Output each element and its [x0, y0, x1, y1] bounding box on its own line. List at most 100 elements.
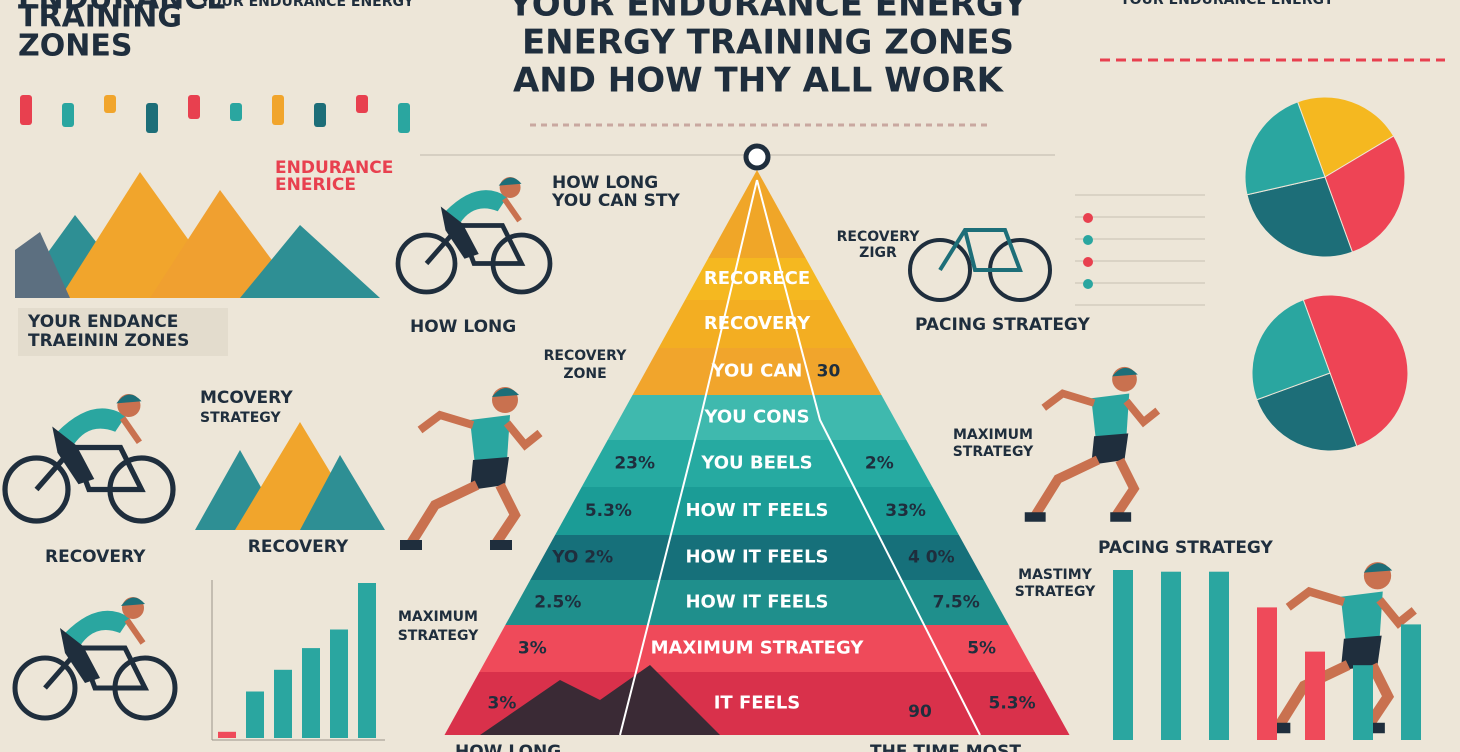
- icon: [398, 103, 410, 133]
- torso: [1340, 591, 1383, 644]
- pyramid-label: YOU BEELS: [700, 453, 812, 474]
- leg: [1273, 660, 1351, 731]
- pyramid-layer: [581, 440, 933, 487]
- pyramid-layer: [607, 395, 907, 440]
- pie-slice: [1296, 96, 1395, 178]
- top-left-title: TRAINING: [18, 0, 182, 35]
- label: RECOVERY: [544, 348, 628, 364]
- label: MAXIMUM: [953, 427, 1033, 443]
- pyramid-left-value: 5.3%: [585, 501, 632, 521]
- bar: [1209, 571, 1229, 740]
- label: HOW LONG: [455, 742, 561, 752]
- mountain: [240, 225, 380, 298]
- leg: [1111, 457, 1140, 520]
- shoe: [1024, 512, 1046, 522]
- pyramid-label: YOU CAN: [711, 361, 803, 382]
- pyramid-layer: [505, 580, 1009, 625]
- bar: [302, 648, 320, 738]
- bar: [1401, 624, 1421, 740]
- leg: [405, 480, 480, 548]
- runner: [1267, 562, 1417, 734]
- icon: [62, 103, 74, 127]
- pyramid-left-value: YO 2%: [551, 548, 613, 568]
- wheel: [395, 232, 458, 295]
- pyramid-label: RECOVERY: [704, 313, 811, 334]
- pyramid-layer: [530, 535, 984, 580]
- pyramid-right-value: 2%: [865, 454, 894, 474]
- pyramid-tip: [708, 170, 806, 258]
- bar: [1257, 607, 1277, 740]
- bar: [218, 731, 236, 738]
- pyramid-right-value: 30: [817, 362, 841, 382]
- pyramid-right-value: 7.5%: [933, 593, 980, 613]
- pie-slice: [1324, 135, 1406, 253]
- bar: [358, 583, 376, 738]
- icon: [314, 103, 326, 127]
- pie-slice: [1251, 299, 1331, 401]
- pyramid-right-value: 33%: [885, 501, 926, 521]
- pyramid-right-value: 5%: [967, 639, 996, 659]
- pie-slice: [1256, 372, 1358, 452]
- pyramid-label: MAXIMUM STRATEGY: [651, 638, 865, 659]
- runner: [1024, 366, 1161, 522]
- shoe: [490, 540, 512, 550]
- table-icon: [1083, 279, 1093, 289]
- torso: [57, 408, 126, 446]
- main-title: ENERGY TRAINING ZONES: [522, 23, 1014, 63]
- decor-layer: [2, 95, 1421, 741]
- path-line: [756, 179, 981, 736]
- cyclist: [2, 393, 176, 524]
- label: RECOVERY: [45, 547, 146, 567]
- pyramid-left-value: 3%: [518, 639, 547, 659]
- top-left-title: ZONES: [18, 29, 132, 64]
- pyramid-left-value: 2.5%: [534, 593, 581, 613]
- table-icon: [1083, 235, 1093, 245]
- table-icon: [1083, 257, 1093, 267]
- label: MAXIMUM: [398, 609, 478, 625]
- label: STRATEGY: [200, 410, 281, 426]
- pyramid-label: HOW IT FEELS: [685, 500, 828, 521]
- label: ENERICE: [275, 175, 356, 195]
- icon: [104, 95, 116, 113]
- bar: [330, 629, 348, 738]
- label: HOW LONG: [552, 173, 658, 193]
- runner: [400, 387, 543, 550]
- bar: [1353, 665, 1373, 740]
- helmet: [121, 597, 145, 606]
- icon: [20, 95, 32, 125]
- leg: [1362, 662, 1395, 731]
- shorts: [60, 628, 100, 683]
- label: THE TIME MOST: [870, 742, 1021, 752]
- top-right-subtitle: YOUR ENDURANCE ENERGY: [1119, 0, 1335, 8]
- pie-slice: [1246, 176, 1354, 258]
- icon: [356, 95, 368, 113]
- label: PACING STRATEGY: [1098, 538, 1274, 558]
- label: STRATEGY: [1015, 584, 1096, 600]
- label: MASTIMY: [1018, 567, 1093, 583]
- mountain: [300, 455, 385, 530]
- label: HOW LONG: [410, 317, 516, 337]
- apex-dot: [743, 143, 771, 171]
- label: ENDURANCE: [275, 158, 393, 178]
- icon: [272, 95, 284, 125]
- shorts: [1091, 433, 1129, 465]
- label: YOUR ENDANCE: [27, 312, 178, 332]
- pyramid-right-value: 4 0%: [908, 548, 955, 568]
- label: YOU CAN STY: [551, 191, 680, 211]
- shorts: [52, 426, 95, 485]
- cap: [1363, 563, 1393, 573]
- wheel: [12, 655, 78, 721]
- torso: [1091, 393, 1130, 441]
- arm: [1041, 389, 1096, 411]
- pyramid-layer: [658, 300, 856, 348]
- arm: [503, 420, 543, 451]
- icon: [146, 103, 158, 133]
- pyramid-layer: [632, 348, 882, 395]
- pyramid-label: HOW IT FEELS: [685, 592, 828, 613]
- label: TRAEININ ZONES: [28, 331, 189, 351]
- wheel: [908, 238, 972, 302]
- pyramid-right-value: 5.3%: [988, 694, 1035, 714]
- pyramid-label: IT FEELS: [714, 693, 801, 714]
- cap: [492, 387, 519, 397]
